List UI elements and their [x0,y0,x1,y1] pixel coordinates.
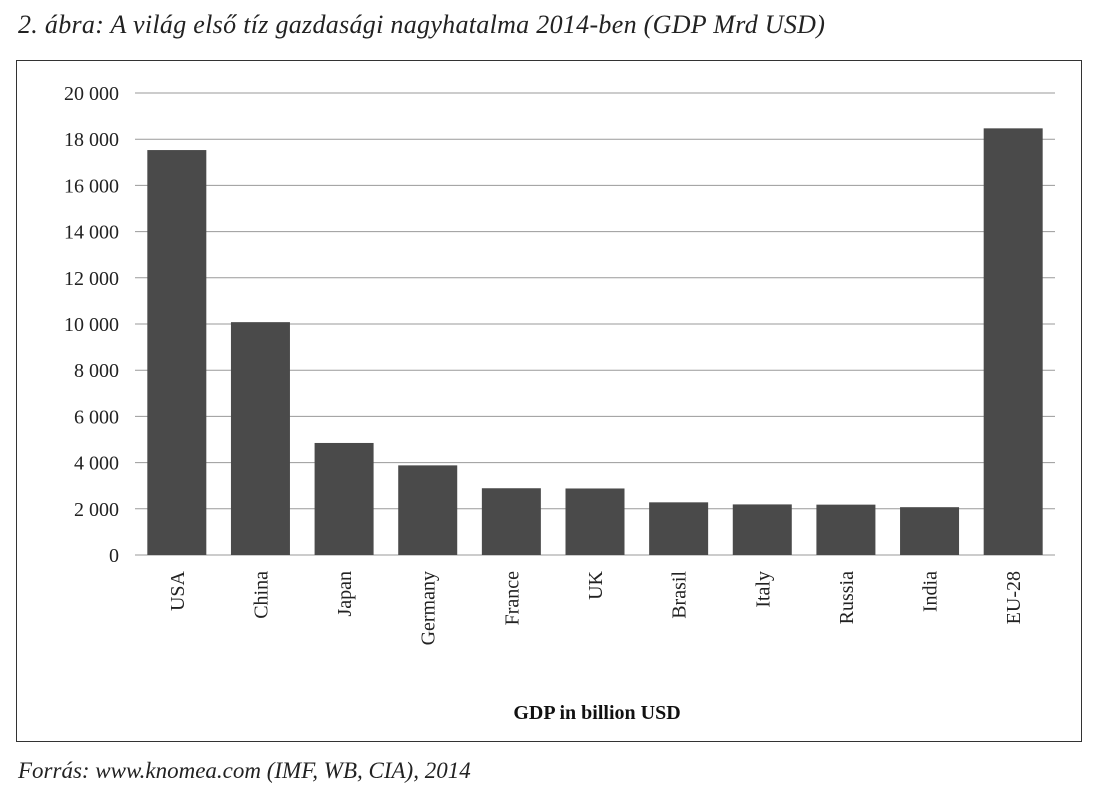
source-note: Forrás: www.knomea.com (IMF, WB, CIA), 2… [18,758,471,783]
y-tick-label: 8 000 [74,360,119,382]
category-label-uk: UK [585,570,607,599]
category-label-eu-28: EU-28 [1003,571,1025,624]
y-tick-label: 6 000 [74,406,119,428]
bar-uk [565,488,625,555]
bar-eu-28 [983,128,1043,555]
bars-layer [147,128,1043,555]
bar-brasil [649,502,709,555]
x-axis-label: GDP in billion USD [513,702,680,724]
category-label-usa: USA [167,570,189,611]
bar-usa [147,150,207,555]
gdp-bar-chart: 0 2 000 4 000 6 000 8 000 10 000 12 000 14 000 1… [64,83,1055,724]
bar-india [900,507,960,555]
bar-france [481,488,541,555]
y-tick-label: 10 000 [64,314,119,336]
figure-caption: 2. ábra: A világ első tíz gazdasági nagy… [18,10,826,39]
category-label-italy: Italy [752,571,774,608]
bar-russia [816,504,876,555]
category-label-france: France [501,571,523,626]
y-tick-label: 16 000 [64,175,119,197]
bar-italy [732,504,792,555]
y-axis-ticks: 0 2 000 4 000 6 000 8 000 10 000 12 000 14 000 1… [64,83,119,567]
category-label-russia: Russia [836,571,858,624]
bar-germany [398,465,458,555]
y-tick-label: 18 000 [64,129,119,151]
y-tick-label: 14 000 [64,222,119,244]
chart-frame: 0 2 000 4 000 6 000 8 000 10 000 12 000 14 000 1… [16,60,1082,742]
y-tick-label: 0 [109,545,119,567]
category-labels: USA China Japan Germany France UK Brasil Italy R… [167,570,1025,645]
category-label-germany: Germany [418,571,440,645]
category-label-brasil: Brasil [669,571,691,619]
y-tick-label: 2 000 [74,499,119,521]
bar-china [230,322,290,555]
bar-japan [314,442,374,555]
y-tick-label: 12 000 [64,268,119,290]
y-tick-label: 20 000 [64,83,119,105]
category-label-china: China [250,571,272,619]
y-tick-label: 4 000 [74,453,119,475]
category-label-india: India [920,571,942,612]
category-label-japan: Japan [334,571,356,617]
